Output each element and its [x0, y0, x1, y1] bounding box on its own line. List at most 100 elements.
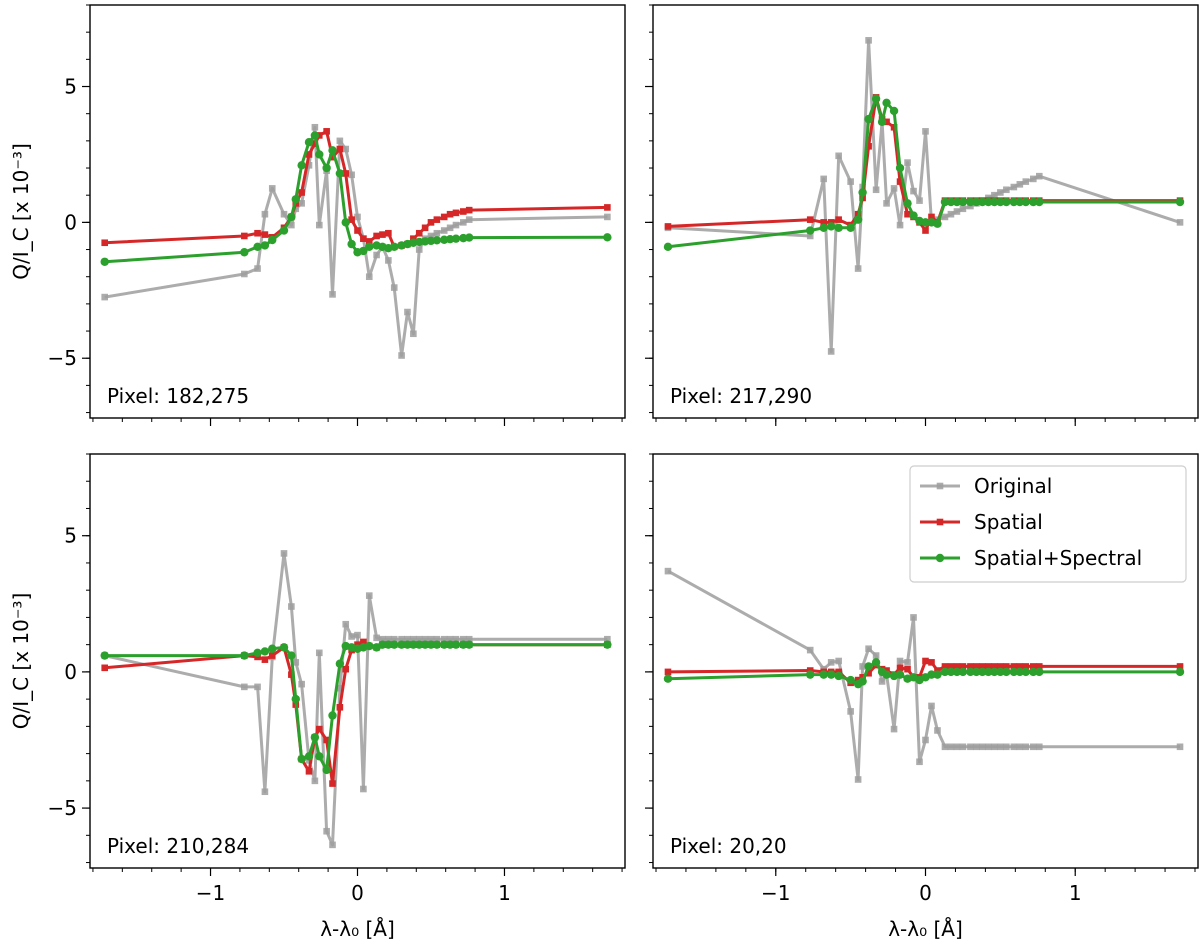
- data-point: [910, 614, 917, 621]
- data-point: [420, 640, 430, 649]
- data-point: [865, 669, 872, 677]
- data-point: [365, 641, 374, 651]
- data-point: [904, 659, 911, 666]
- data-point: [834, 223, 843, 233]
- data-point: [859, 663, 866, 670]
- data-point: [967, 663, 974, 670]
- data-point: [404, 308, 411, 316]
- data-point: [390, 640, 399, 649]
- data-point: [1010, 183, 1018, 191]
- data-point: [240, 248, 249, 257]
- data-point: [1010, 663, 1018, 670]
- data-point: [1035, 743, 1043, 751]
- data-point: [953, 208, 961, 215]
- data-point: [941, 663, 949, 670]
- data-point: [827, 659, 835, 666]
- data-point: [427, 232, 435, 240]
- data-point: [101, 293, 108, 301]
- data-point: [261, 231, 269, 238]
- data-point: [268, 652, 276, 659]
- data-point: [910, 187, 917, 195]
- data-point: [415, 229, 423, 237]
- data-point: [890, 725, 898, 733]
- data-point: [329, 841, 336, 849]
- data-point: [946, 667, 956, 677]
- data-point: [997, 743, 1004, 751]
- data-point: [985, 663, 992, 670]
- data-point: [323, 128, 330, 135]
- legend-swatch-marker: [936, 482, 944, 490]
- data-point: [959, 663, 967, 670]
- data-point: [322, 163, 331, 173]
- data-point: [909, 211, 918, 220]
- data-point: [846, 223, 855, 233]
- data-point: [261, 788, 269, 796]
- data-point: [806, 646, 814, 654]
- plot-area: [663, 37, 1185, 355]
- data-point: [933, 670, 942, 679]
- data-point: [241, 232, 248, 240]
- y-tick-label: 0: [64, 660, 77, 684]
- data-point: [1176, 743, 1184, 751]
- data-point: [663, 674, 673, 683]
- data-point: [858, 188, 867, 197]
- data-point: [292, 205, 300, 213]
- data-point: [465, 216, 473, 223]
- data-point: [390, 635, 398, 643]
- data-point: [432, 640, 442, 649]
- data-point: [990, 197, 999, 207]
- legend-entry-label: Spatial+Spectral: [974, 546, 1142, 570]
- data-point: [865, 142, 872, 150]
- data-point: [934, 727, 941, 734]
- data-point: [342, 145, 350, 153]
- data-point: [1175, 667, 1185, 677]
- data-point: [465, 640, 474, 649]
- data-point: [904, 665, 911, 673]
- data-point: [959, 743, 967, 751]
- data-point: [896, 221, 904, 229]
- data-point: [291, 694, 300, 704]
- data-point: [958, 667, 968, 677]
- plot-area: [100, 550, 612, 849]
- data-point: [100, 651, 109, 660]
- data-point: [903, 199, 912, 208]
- pixel-label: Pixel: 210,284: [107, 834, 249, 858]
- data-point: [348, 633, 355, 640]
- data-point: [871, 658, 881, 667]
- plot-area: [100, 123, 612, 359]
- data-point: [820, 175, 827, 183]
- y-axis-label: Q/I_C [x 10⁻³]: [9, 143, 33, 280]
- data-point: [328, 711, 337, 720]
- data-point: [385, 229, 392, 237]
- data-point: [835, 657, 842, 665]
- data-point: [465, 206, 473, 214]
- data-point: [315, 132, 323, 139]
- data-point: [341, 218, 350, 227]
- data-point: [280, 550, 288, 557]
- series-line-original: [667, 38, 1181, 353]
- panel-frame: [652, 4, 1199, 419]
- data-point: [335, 169, 345, 178]
- data-point: [426, 640, 436, 649]
- data-point: [997, 663, 1004, 670]
- data-point: [385, 257, 392, 264]
- data-point: [440, 227, 448, 234]
- x-axis-label: λ-λ₀ [Å]: [320, 917, 395, 941]
- data-point: [254, 265, 261, 272]
- data-point: [826, 670, 836, 679]
- data-point: [460, 208, 467, 215]
- data-point: [883, 118, 890, 126]
- data-point: [268, 235, 277, 245]
- data-point: [959, 205, 967, 213]
- data-point: [433, 229, 441, 237]
- data-point: [806, 226, 815, 235]
- data-point: [946, 197, 956, 207]
- data-point: [1035, 172, 1043, 180]
- data-point: [287, 651, 296, 660]
- x-tick-label: −1: [196, 881, 225, 905]
- data-point: [1003, 663, 1010, 670]
- data-point: [385, 635, 392, 643]
- data-point: [1035, 197, 1044, 207]
- panel-2: Pixel: 217,290: [645, 4, 1199, 426]
